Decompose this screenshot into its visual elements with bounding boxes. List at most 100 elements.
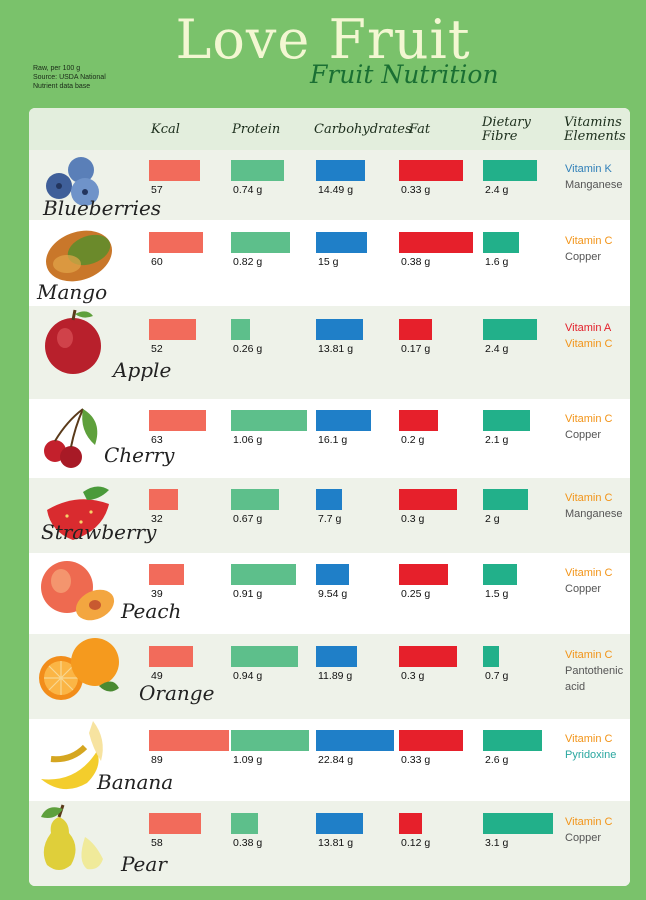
fibre-bar — [483, 489, 528, 510]
vitamin-item: Vitamin C — [565, 413, 613, 425]
fruit-row: Orange 49 0.94 g 11.89 g 0.3 g 0.7 g Vitamin C… — [29, 634, 630, 719]
fibre-bar — [483, 232, 519, 253]
carbs-value: 14.49 g — [318, 184, 354, 196]
kcal-bar — [149, 319, 196, 340]
cherry-icon — [37, 401, 121, 476]
fruit-row: Banana 89 1.09 g 22.84 g 0.33 g 2.6 g Vitamin … — [29, 719, 630, 801]
protein-value: 0.94 g — [233, 670, 263, 682]
banana-icon — [37, 721, 121, 796]
kcal-bar — [149, 564, 184, 585]
kcal-value: 58 — [151, 837, 163, 849]
protein-bar — [231, 564, 296, 585]
fibre-value: 2.6 g — [485, 754, 509, 766]
kcal-value: 39 — [151, 588, 163, 600]
fat-value: 0.3 g — [401, 670, 425, 682]
kcal-bar — [149, 160, 200, 181]
vitamin-item: Pantothenic acid — [565, 665, 624, 693]
kcal-value: 32 — [151, 513, 163, 525]
protein-value: 1.09 g — [233, 754, 263, 766]
carbs-value: 16.1 g — [318, 434, 348, 446]
fat-value: 0.12 g — [401, 837, 431, 849]
source-note-1: Raw, per 100 g — [33, 65, 81, 72]
kcal-value: 63 — [151, 434, 163, 446]
protein-bar — [231, 813, 258, 834]
fruit-row: Mango 60 0.82 g 15 g 0.38 g 1.6 g Vitamin C Cop… — [29, 220, 630, 306]
kcal-bar — [149, 730, 229, 751]
vitamins-cell: Vitamin C Pantothenic acid — [565, 647, 629, 695]
fruit-row: Pear 58 0.38 g 13.81 g 0.12 g 3.1 g Vitamin C C… — [29, 801, 630, 886]
vitamins-cell: Vitamin C Copper — [565, 814, 629, 846]
blueberries-icon — [37, 152, 121, 227]
fruit-name: Strawberry — [41, 520, 157, 544]
kcal-value: 89 — [151, 754, 163, 766]
orange-icon — [37, 636, 121, 711]
fat-value: 0.33 g — [401, 754, 431, 766]
fat-value: 0.3 g — [401, 513, 425, 525]
fibre-value: 1.5 g — [485, 588, 509, 600]
apple-icon — [37, 308, 121, 383]
fibre-bar — [483, 319, 537, 340]
protein-bar — [231, 646, 298, 667]
vitamin-item: Copper — [565, 832, 602, 844]
fibre-bar — [483, 813, 553, 834]
kcal-value: 52 — [151, 343, 163, 355]
fruit-row: Peach 39 0.91 g 9.54 g 0.25 g 1.5 g Vitamin C C… — [29, 553, 630, 634]
carbs-bar — [316, 564, 349, 585]
protein-value: 0.82 g — [233, 256, 263, 268]
vitamins-cell: Vitamin C Manganese — [565, 490, 629, 522]
vitamin-item: Pyridoxine — [565, 749, 617, 761]
vitamin-item: Vitamin C — [565, 816, 613, 828]
carbs-bar — [316, 410, 371, 431]
source-note-3: Nutrient data base — [33, 83, 91, 90]
carbs-value: 13.81 g — [318, 343, 354, 355]
fruit-name: Pear — [121, 852, 167, 876]
vitamins-cell: Vitamin K Manganese — [565, 161, 629, 193]
fruit-name: Mango — [37, 280, 108, 304]
kcal-bar — [149, 489, 178, 510]
fat-bar — [399, 410, 438, 431]
fibre-bar — [483, 410, 530, 431]
column-header-protein: Protein — [232, 122, 281, 137]
kcal-value: 57 — [151, 184, 163, 196]
kcal-bar — [149, 410, 206, 431]
protein-bar — [231, 489, 279, 510]
carbs-bar — [316, 813, 363, 834]
protein-bar — [231, 319, 250, 340]
fibre-bar — [483, 646, 499, 667]
fat-bar — [399, 489, 457, 510]
fruit-row: Cherry 63 1.06 g 16.1 g 0.2 g 2.1 g Vitamin C C… — [29, 399, 630, 478]
fibre-value: 0.7 g — [485, 670, 509, 682]
pear-icon — [37, 803, 121, 878]
column-header-fibre: Dietary Fibre — [482, 115, 531, 144]
fibre-value: 2.4 g — [485, 343, 509, 355]
vitamin-item: Vitamin C — [565, 733, 613, 745]
vitamins-cell: Vitamin C Copper — [565, 565, 629, 597]
fruit-name: Peach — [121, 599, 182, 623]
fruit-name: Orange — [139, 681, 215, 705]
carbs-bar — [316, 160, 365, 181]
column-header-kcal: Kcal — [151, 122, 180, 137]
vitamin-item: Copper — [565, 429, 602, 441]
page-title: Love Fruit — [175, 8, 471, 71]
kcal-bar — [149, 646, 193, 667]
vitamin-item: Vitamin C — [565, 235, 613, 247]
nutrition-chart: Kcal Protein Carbohydrates Fat Dietary F… — [29, 108, 630, 886]
fat-bar — [399, 232, 473, 253]
fruit-row: Apple 52 0.26 g 13.81 g 0.17 g 2.4 g Vitamin A… — [29, 306, 630, 399]
fat-bar — [399, 160, 463, 181]
fruit-name: Blueberries — [43, 196, 162, 220]
fibre-value: 3.1 g — [485, 837, 509, 849]
fruit-name: Apple — [113, 358, 172, 382]
carbs-bar — [316, 646, 357, 667]
carbs-bar — [316, 319, 363, 340]
protein-value: 0.38 g — [233, 837, 263, 849]
fat-bar — [399, 730, 463, 751]
vitamins-cell: Vitamin C Copper — [565, 233, 629, 265]
column-header-row: Kcal Protein Carbohydrates Fat Dietary F… — [29, 108, 630, 150]
fat-value: 0.17 g — [401, 343, 431, 355]
protein-bar — [231, 160, 284, 181]
kcal-bar — [149, 232, 203, 253]
peach-icon — [37, 555, 121, 630]
fat-value: 0.25 g — [401, 588, 431, 600]
vitamin-item: Manganese — [565, 508, 623, 520]
